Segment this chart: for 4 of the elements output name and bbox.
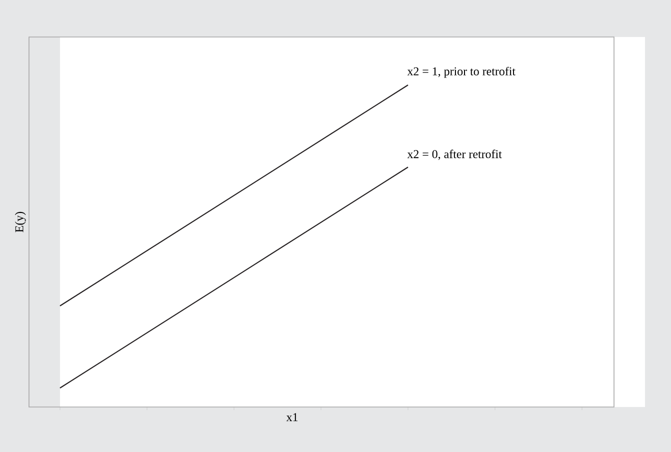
y-axis-title: E(y) bbox=[14, 212, 26, 232]
series-label: x2 = 1, prior to retrofit bbox=[407, 66, 516, 78]
x-axis-title: x1 bbox=[286, 413, 298, 422]
series-label: x2 = 0, after retrofit bbox=[407, 150, 502, 160]
